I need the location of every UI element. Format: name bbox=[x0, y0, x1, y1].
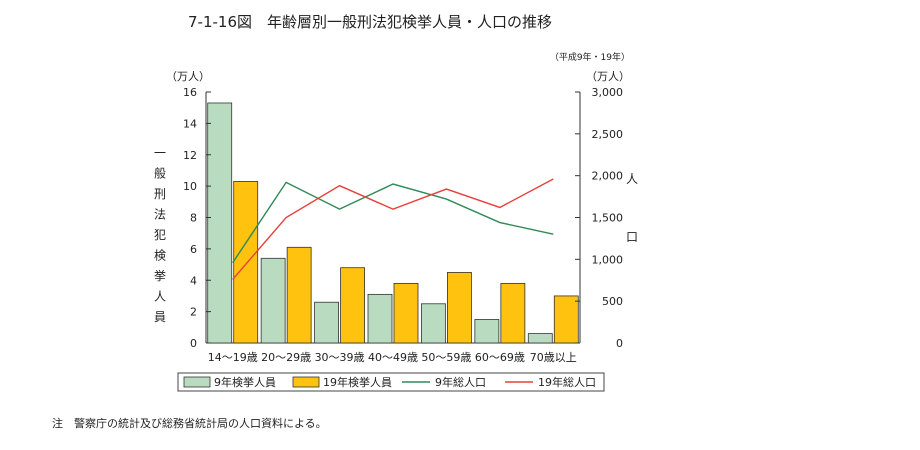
category-label: 70歳以上 bbox=[530, 351, 577, 364]
legend-label: 19年総人口 bbox=[538, 375, 596, 389]
bar-h9 bbox=[367, 293, 393, 344]
left-axis-label-char: 人 bbox=[154, 290, 166, 304]
left-axis-label-char: 挙 bbox=[154, 269, 166, 283]
legend-box bbox=[177, 372, 605, 392]
right-tick-label: 1,000 bbox=[592, 253, 624, 266]
left-axis-label-char: 法 bbox=[154, 208, 166, 222]
left-tick-label: 4 bbox=[190, 274, 197, 287]
bars bbox=[207, 102, 579, 344]
legend-swatch bbox=[183, 376, 211, 388]
line-h19-population bbox=[232, 178, 554, 280]
legend-swatch bbox=[292, 376, 320, 388]
left-tick-label: 8 bbox=[190, 212, 197, 225]
right-tick-label: 2,500 bbox=[592, 128, 624, 141]
legend-label: 9年検挙人員 bbox=[214, 375, 276, 389]
right-axis-unit: （万人） bbox=[586, 70, 630, 83]
left-axis-label-char: 般 bbox=[154, 166, 166, 181]
footnote: 注 警察庁の統計及び総務省統計局の人口資料による。 bbox=[52, 416, 327, 430]
left-tick-label: 0 bbox=[190, 337, 197, 350]
left-axis-label-char: 検 bbox=[154, 249, 166, 263]
bar-h19 bbox=[393, 282, 419, 344]
right-axis-label-char: 口 bbox=[626, 230, 638, 244]
legend-label: 19年検挙人員 bbox=[323, 375, 392, 389]
chart-title: 7-1-16図 年齢層別一般刑法犯検挙人員・人口の推移 bbox=[188, 13, 552, 31]
bar-h19 bbox=[553, 295, 579, 344]
legend: 9年検挙人員 19年検挙人員 9年総人口 19年総人口 bbox=[177, 372, 605, 392]
category-labels: 14～19歳 20～29歳 30～39歳 40～49歳 50～59歳 60～69歳 70歳以… bbox=[208, 351, 577, 364]
lines bbox=[232, 178, 554, 280]
bar-h19 bbox=[447, 272, 472, 344]
bar-h19 bbox=[233, 181, 259, 344]
right-tick-label: 3,000 bbox=[592, 86, 624, 99]
left-axis-label-char: 刑 bbox=[154, 187, 166, 201]
left-tick-label: 6 bbox=[190, 243, 197, 256]
category-label: 60～69歳 bbox=[475, 351, 525, 364]
chart-subtitle: （平成9年・19年） bbox=[550, 51, 630, 63]
left-axis-label: 一般刑法犯検挙人員 bbox=[154, 146, 166, 324]
category-label: 20～29歳 bbox=[261, 351, 311, 364]
left-axis-label-char: 犯 bbox=[154, 228, 166, 242]
left-tick-label: 16 bbox=[183, 86, 197, 99]
left-tick-label: 14 bbox=[183, 117, 197, 130]
line-h9-population bbox=[232, 181, 554, 264]
bar-h9 bbox=[527, 333, 553, 344]
right-axis-label: 人口 bbox=[626, 172, 638, 244]
right-axis-label-char: 人 bbox=[626, 172, 638, 186]
bar-h19 bbox=[340, 267, 365, 344]
right-tick-label: 500 bbox=[602, 295, 623, 308]
category-label: 40～49歳 bbox=[368, 351, 418, 364]
left-tick-label: 12 bbox=[183, 149, 197, 162]
ticks: 0 2 4 6 8 10 12 14 16 0 500 1,000 1,500 2,000 2,500 3,0… bbox=[183, 86, 623, 350]
bar-h9 bbox=[421, 303, 446, 344]
right-tick-label: 0 bbox=[616, 337, 623, 350]
bar-h9 bbox=[207, 102, 233, 344]
left-tick-label: 10 bbox=[183, 180, 197, 193]
category-label: 30～39歳 bbox=[315, 351, 365, 364]
bar-h9 bbox=[474, 319, 500, 344]
bar-h19 bbox=[286, 246, 312, 344]
left-axis-label-char: 員 bbox=[154, 310, 166, 324]
right-tick-label: 1,500 bbox=[592, 212, 624, 225]
bar-h9 bbox=[260, 257, 286, 344]
right-tick-label: 2,000 bbox=[592, 170, 624, 183]
left-axis-unit: （万人） bbox=[166, 70, 210, 83]
category-label: 14～19歳 bbox=[208, 351, 258, 364]
left-axis-label-char: 一 bbox=[154, 146, 166, 160]
category-label: 50～59歳 bbox=[421, 351, 471, 364]
bar-h9 bbox=[314, 301, 339, 344]
bar-h19 bbox=[500, 282, 526, 344]
legend-label: 9年総人口 bbox=[435, 375, 486, 389]
left-tick-label: 2 bbox=[190, 306, 197, 319]
